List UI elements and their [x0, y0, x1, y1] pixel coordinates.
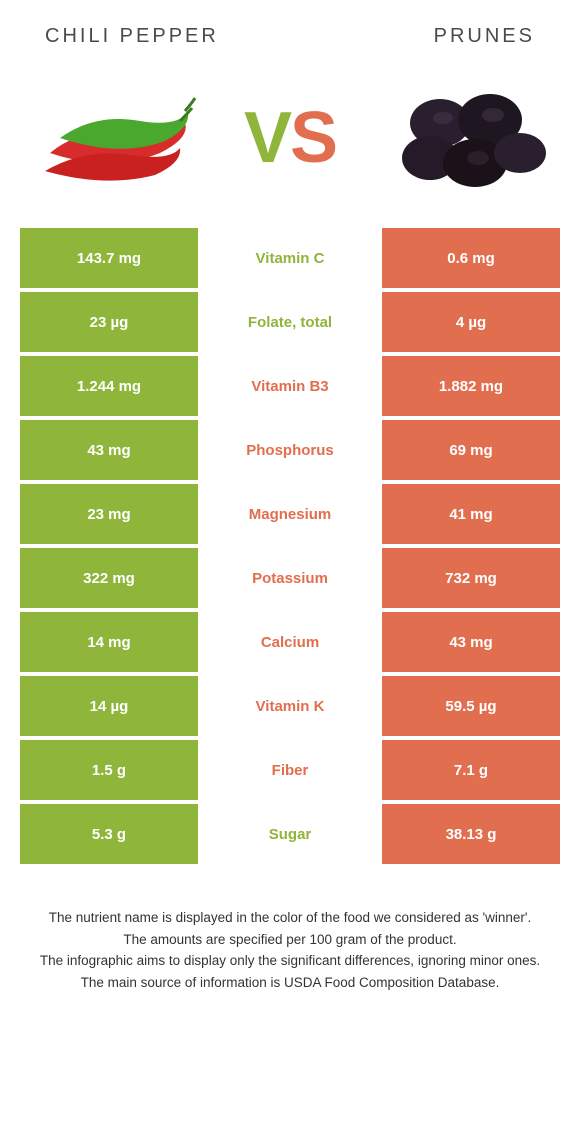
- table-row: 5.3 gSugar38.13 g: [20, 804, 560, 864]
- vs-label: VS: [244, 97, 336, 179]
- cell-nutrient-name: Magnesium: [198, 484, 382, 544]
- footer-line: The amounts are specified per 100 gram o…: [30, 930, 550, 950]
- footer-notes: The nutrient name is displayed in the co…: [0, 868, 580, 992]
- table-row: 14 µgVitamin K59.5 µg: [20, 676, 560, 736]
- cell-left-value: 14 mg: [20, 612, 198, 672]
- table-row: 14 mgCalcium43 mg: [20, 612, 560, 672]
- food-left-title: Chili pepper: [45, 25, 219, 48]
- prunes-icon: [380, 78, 550, 198]
- cell-nutrient-name: Calcium: [198, 612, 382, 672]
- table-row: 43 mgPhosphorus69 mg: [20, 420, 560, 480]
- food-right-title: Prunes: [434, 25, 535, 48]
- cell-nutrient-name: Folate, total: [198, 292, 382, 352]
- food-left-image: [30, 68, 200, 208]
- vs-row: VS: [0, 58, 580, 228]
- cell-nutrient-name: Vitamin C: [198, 228, 382, 288]
- footer-line: The infographic aims to display only the…: [30, 951, 550, 971]
- cell-right-value: 69 mg: [382, 420, 560, 480]
- cell-right-value: 38.13 g: [382, 804, 560, 864]
- table-row: 1.244 mgVitamin B31.882 mg: [20, 356, 560, 416]
- cell-right-value: 4 µg: [382, 292, 560, 352]
- cell-right-value: 41 mg: [382, 484, 560, 544]
- header: Chili pepper Prunes: [0, 0, 580, 58]
- cell-nutrient-name: Vitamin K: [198, 676, 382, 736]
- cell-left-value: 5.3 g: [20, 804, 198, 864]
- cell-left-value: 322 mg: [20, 548, 198, 608]
- footer-line: The nutrient name is displayed in the co…: [30, 908, 550, 928]
- cell-right-value: 59.5 µg: [382, 676, 560, 736]
- table-row: 23 µgFolate, total4 µg: [20, 292, 560, 352]
- cell-left-value: 1.5 g: [20, 740, 198, 800]
- table-row: 322 mgPotassium732 mg: [20, 548, 560, 608]
- cell-left-value: 14 µg: [20, 676, 198, 736]
- cell-right-value: 1.882 mg: [382, 356, 560, 416]
- cell-nutrient-name: Sugar: [198, 804, 382, 864]
- cell-nutrient-name: Vitamin B3: [198, 356, 382, 416]
- nutrient-table: 143.7 mgVitamin C0.6 mg23 µgFolate, tota…: [0, 228, 580, 864]
- cell-nutrient-name: Potassium: [198, 548, 382, 608]
- chili-pepper-icon: [30, 83, 200, 193]
- table-row: 1.5 gFiber7.1 g: [20, 740, 560, 800]
- cell-left-value: 23 µg: [20, 292, 198, 352]
- cell-left-value: 43 mg: [20, 420, 198, 480]
- cell-right-value: 0.6 mg: [382, 228, 560, 288]
- cell-right-value: 43 mg: [382, 612, 560, 672]
- cell-nutrient-name: Fiber: [198, 740, 382, 800]
- table-row: 143.7 mgVitamin C0.6 mg: [20, 228, 560, 288]
- cell-left-value: 143.7 mg: [20, 228, 198, 288]
- footer-line: The main source of information is USDA F…: [30, 973, 550, 993]
- cell-nutrient-name: Phosphorus: [198, 420, 382, 480]
- cell-right-value: 7.1 g: [382, 740, 560, 800]
- table-row: 23 mgMagnesium41 mg: [20, 484, 560, 544]
- food-right-image: [380, 68, 550, 208]
- cell-left-value: 1.244 mg: [20, 356, 198, 416]
- cell-right-value: 732 mg: [382, 548, 560, 608]
- cell-left-value: 23 mg: [20, 484, 198, 544]
